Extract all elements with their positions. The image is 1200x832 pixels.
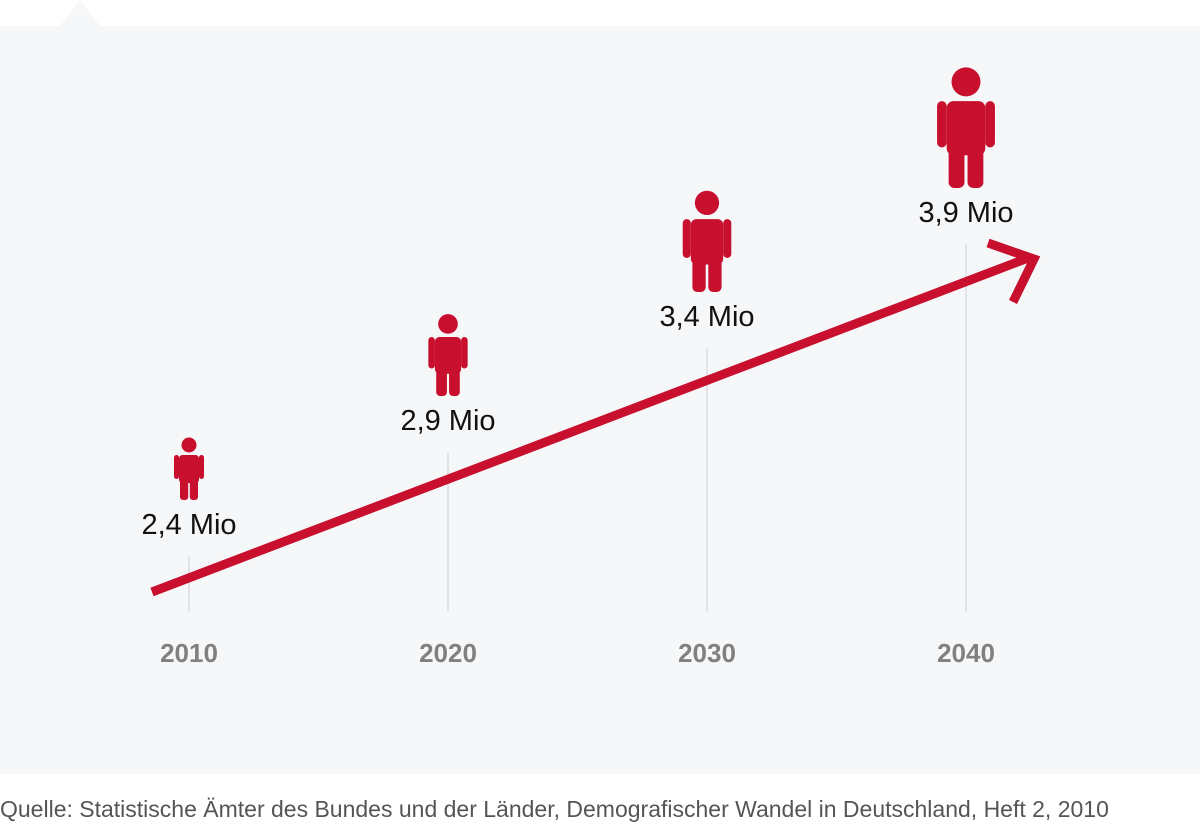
person-icon [428,314,468,396]
x-tick-2020: 2020 [419,638,477,668]
guide-lines [188,244,967,612]
data-labels: 2,4 Mio 2,9 Mio 3,4 Mio 3,9 Mio [141,197,1013,541]
x-tick-2010: 2010 [160,638,218,668]
data-label-2010: 2,4 Mio [141,509,236,541]
person-icon [174,437,204,500]
pictogram-chart: 2,4 Mio 2,9 Mio 3,4 Mio 3,9 Mio 2010 2020 203… [141,67,1041,668]
trend-arrow-icon [150,238,1041,597]
data-label-2030: 3,4 Mio [659,301,754,333]
trend-arrow-shaft [150,253,1030,597]
trend-arrow-head [986,238,1041,304]
source-note: Quelle: Statistische Ämter des Bundes un… [0,796,1109,822]
x-tick-2040: 2040 [937,638,995,668]
chart-panel [0,26,1200,774]
data-label-2040: 3,9 Mio [918,197,1013,229]
person-icon [682,190,732,292]
x-tick-2030: 2030 [678,638,736,668]
panel-notch [60,0,100,26]
x-tick-labels: 2010 2020 2030 2040 [160,638,995,668]
person-icons [174,67,995,500]
person-icon [937,67,995,188]
data-label-2020: 2,9 Mio [400,405,495,437]
